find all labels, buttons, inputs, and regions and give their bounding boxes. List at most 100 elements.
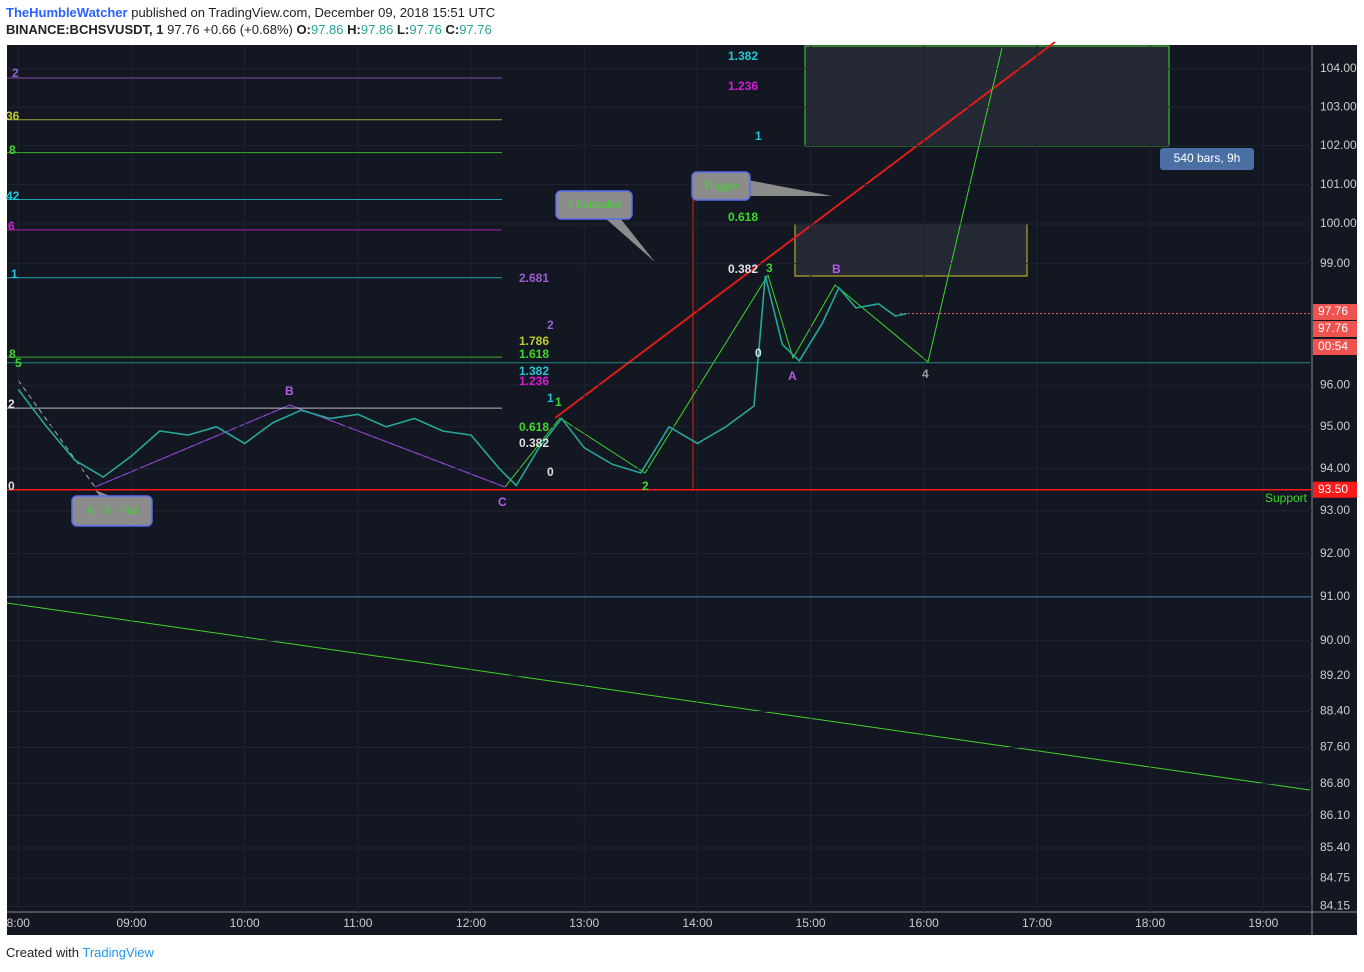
x-tick-label: 12:00 <box>456 916 486 930</box>
y-tick-label: 95.00 <box>1320 419 1350 433</box>
header-line-1: TheHumbleWatcher published on TradingVie… <box>6 5 495 20</box>
y-tick-label: 86.10 <box>1320 808 1350 822</box>
annotation: C <box>498 495 507 509</box>
y-tick-label: 86.80 <box>1320 776 1350 790</box>
y-tick-label: 87.60 <box>1320 740 1350 754</box>
x-tick-label: 13:00 <box>569 916 599 930</box>
y-tick-label: 100.00 <box>1320 216 1357 230</box>
callout-box <box>71 495 153 527</box>
annotation: 0.618 <box>728 210 758 224</box>
price-tag-label: 97.76 <box>1318 321 1348 335</box>
annotation: 1 <box>555 395 562 409</box>
x-tick-label: 19:00 <box>1248 916 1278 930</box>
x-tick-label: 09:00 <box>116 916 146 930</box>
wave-path <box>94 404 506 488</box>
y-tick-label: 102.00 <box>1320 138 1357 152</box>
annotation: 0.618 <box>519 420 549 434</box>
annotation: 0 <box>8 479 15 493</box>
x-tick-label: 14:00 <box>682 916 712 930</box>
annotation: 1.382 <box>519 364 549 378</box>
y-tick-label: 94.00 <box>1320 461 1350 475</box>
c-label: C: <box>445 22 460 37</box>
annotation: A <box>788 369 797 383</box>
annotation: 2.681 <box>519 271 549 285</box>
price-tag <box>1313 321 1357 337</box>
symbol: BINANCE:BCHSVUSDT, 1 <box>6 22 164 37</box>
annotation: 1 <box>755 129 762 143</box>
x-tick-label: 18:00 <box>1135 916 1165 930</box>
price-line <box>17 275 907 487</box>
y-tick-label: 84.75 <box>1320 870 1350 884</box>
y-tick-label: 85.40 <box>1320 840 1350 854</box>
annotation: 2 <box>12 66 19 80</box>
projection <box>767 47 1003 363</box>
support-tag-label: 93.50 <box>1318 482 1348 496</box>
callout-box <box>555 190 633 220</box>
support-text: Support <box>1265 491 1308 505</box>
trend-line <box>554 41 1056 419</box>
y-tick-label: 84.15 <box>1320 899 1350 913</box>
annotation: 1.236 <box>728 79 758 93</box>
annotation: 1.236 <box>519 374 549 388</box>
footer: Created with TradingView <box>6 945 154 960</box>
x-tick-label: 15:00 <box>796 916 826 930</box>
y-tick-label: 96.00 <box>1320 378 1350 392</box>
annotation: B <box>285 384 294 398</box>
y-tick-label: 99.00 <box>1320 256 1350 270</box>
trend-line <box>6 602 1311 791</box>
price-tag <box>1313 339 1357 355</box>
y-tick-label: 93.00 <box>1320 503 1350 517</box>
annotation: 42 <box>6 189 20 203</box>
header-line-2: BINANCE:BCHSVUSDT, 1 97.76 +0.66 (+0.68%… <box>6 22 492 37</box>
callout-text: A - 3 - Flat <box>86 503 139 517</box>
x-tick-label: 8:00 <box>7 916 31 930</box>
y-tick-label: 90.00 <box>1320 633 1350 647</box>
annotation: 1.618 <box>519 347 549 361</box>
o-label: O: <box>296 22 311 37</box>
l: 97.76 <box>409 22 442 37</box>
o: 97.86 <box>310 22 344 37</box>
x-tick-label: 16:00 <box>909 916 939 930</box>
annotation: 0.382 <box>519 436 549 450</box>
annotation: 1 <box>547 391 554 405</box>
author[interactable]: TheHumbleWatcher <box>6 5 128 20</box>
y-tick-label: 103.00 <box>1320 99 1357 113</box>
y-tick-label: 104.00 <box>1320 61 1357 75</box>
x-tick-label: 10:00 <box>230 916 260 930</box>
y-tick-label: 88.40 <box>1320 704 1350 718</box>
h-label: H: <box>347 22 361 37</box>
price-tag-label: 00:54 <box>1318 339 1348 353</box>
callout-pointer <box>726 176 832 196</box>
x-tick-label: 17:00 <box>1022 916 1052 930</box>
brand[interactable]: TradingView <box>82 945 154 960</box>
annotation: 1 <box>11 267 18 281</box>
y-tick-label: 101.00 <box>1320 177 1357 191</box>
callout-text: 3 Extended <box>567 197 621 211</box>
wave-path <box>504 274 769 488</box>
x-tick-label: 11:00 <box>343 916 372 930</box>
annotation: 0 <box>755 346 762 360</box>
y-tick-label: 89.20 <box>1320 668 1350 682</box>
annotation: 0.382 <box>728 262 758 276</box>
last: 97.76 <box>167 22 200 37</box>
range-info: 540 bars, 9h <box>1174 151 1241 165</box>
price-tag-label: 97.76 <box>1318 304 1348 318</box>
price-tag <box>1313 304 1357 320</box>
annotation: B <box>832 262 841 276</box>
annotation: 2 <box>8 397 15 411</box>
annotation: 8 <box>9 347 16 361</box>
y-tick-label: 92.00 <box>1320 546 1350 560</box>
callout-box <box>691 171 751 201</box>
annotation: 5 <box>15 356 22 370</box>
h: 97.86 <box>360 22 394 37</box>
range-info-box <box>1160 148 1254 170</box>
published: published on TradingView.com, December 0… <box>131 5 496 20</box>
annotation: 0 <box>547 465 554 479</box>
annotation: 8 <box>9 143 16 157</box>
annotation: 2 <box>547 318 554 332</box>
annotation: 36 <box>6 109 20 123</box>
y-tick-label: 91.00 <box>1320 589 1350 603</box>
change: +0.66 (+0.68%) <box>203 22 293 37</box>
